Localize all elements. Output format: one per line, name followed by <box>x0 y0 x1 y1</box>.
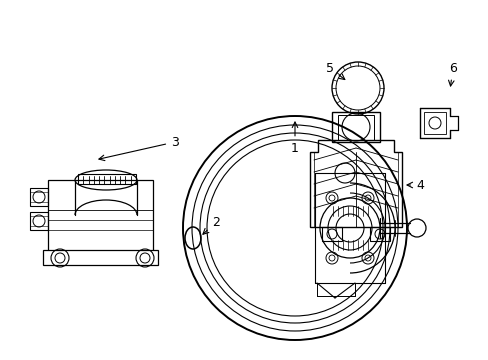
Text: 6: 6 <box>447 62 456 86</box>
Bar <box>30 188 48 206</box>
Bar <box>78 174 136 184</box>
Text: 4: 4 <box>406 179 423 192</box>
Bar <box>30 212 48 230</box>
Text: 3: 3 <box>99 135 179 161</box>
Bar <box>321 227 341 241</box>
Bar <box>331 112 379 142</box>
Bar <box>337 115 373 140</box>
Text: 2: 2 <box>203 216 220 234</box>
Bar <box>43 250 158 265</box>
Bar <box>369 227 389 241</box>
Text: 5: 5 <box>325 62 344 80</box>
Text: 1: 1 <box>290 122 298 154</box>
Bar <box>423 112 445 134</box>
Bar <box>48 180 153 255</box>
